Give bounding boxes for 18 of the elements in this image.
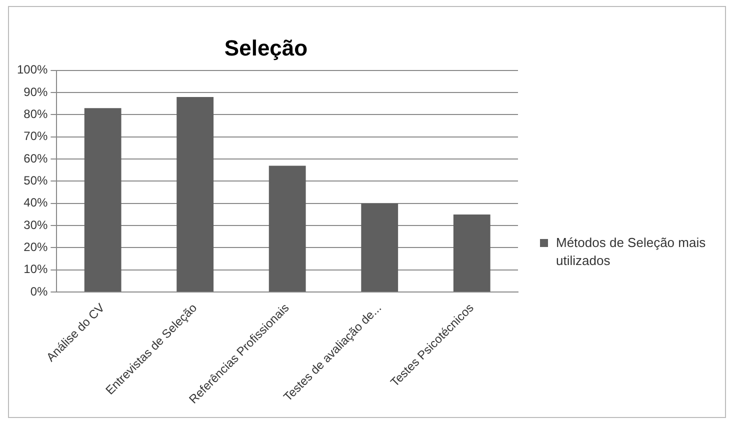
bar	[453, 214, 490, 292]
y-tick-label: 10%	[24, 262, 48, 276]
y-tick-label: 0%	[30, 284, 48, 298]
y-tick-label: 60%	[24, 151, 48, 166]
bar	[361, 203, 398, 292]
y-tick-label: 80%	[24, 107, 48, 122]
bar	[176, 97, 214, 292]
y-tick-label: 70%	[24, 129, 48, 144]
y-tick-label: 30%	[24, 218, 48, 232]
y-tick-label: 50%	[24, 174, 48, 188]
y-tick-label: 90%	[24, 84, 48, 99]
bar	[84, 108, 122, 292]
y-tick-label: 20%	[24, 240, 48, 254]
legend-label: Métodos de Seleção mais utilizados	[556, 234, 707, 270]
y-tick-label: 40%	[24, 196, 48, 210]
chart-title: Seleção	[224, 35, 308, 60]
y-tick-label: 100%	[16, 62, 48, 77]
bar	[268, 166, 306, 292]
